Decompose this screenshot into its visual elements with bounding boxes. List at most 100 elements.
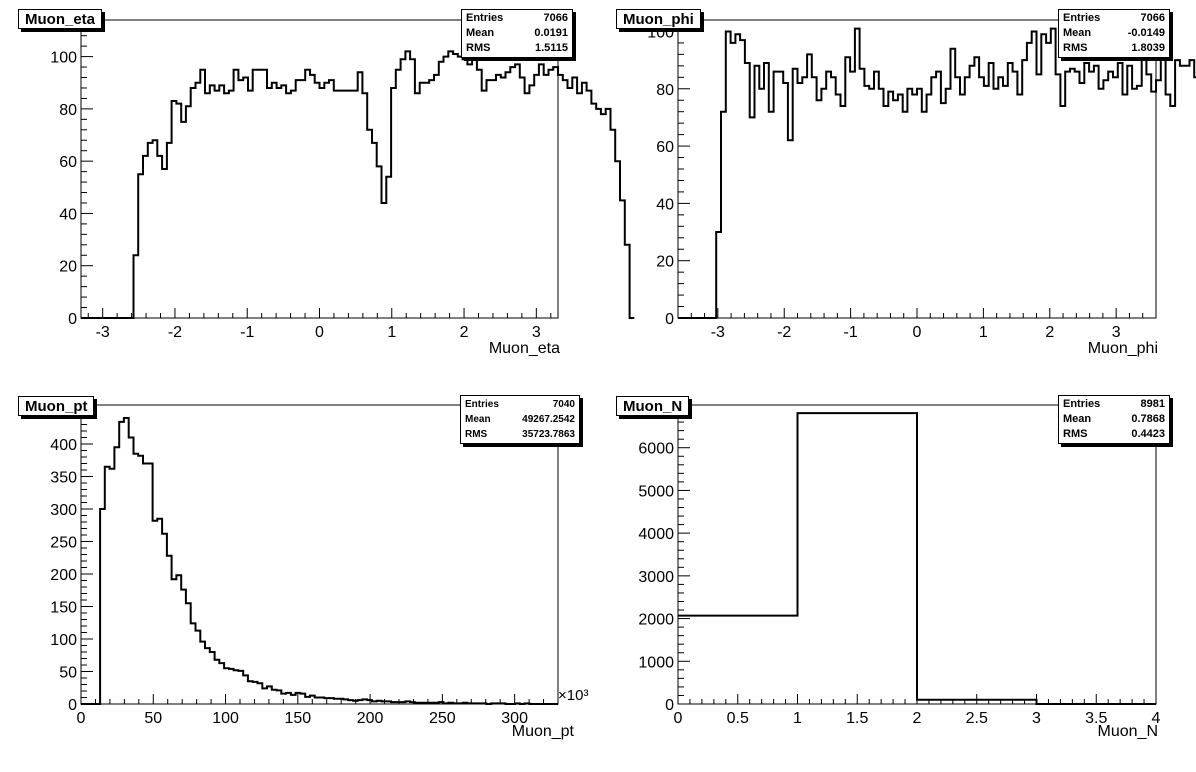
histogram-bin — [248, 91, 253, 318]
x-tick-label: -3 — [711, 324, 725, 341]
histogram-bin — [501, 78, 506, 318]
histogram-bin — [515, 64, 520, 318]
stats-entries-label: Entries — [465, 399, 499, 410]
histogram-bin — [143, 156, 148, 318]
histogram-bin — [735, 34, 740, 318]
histogram-bin — [205, 648, 210, 704]
x-tick-label: 0.5 — [727, 710, 749, 727]
histogram-bin — [582, 83, 587, 318]
histogram-bin — [922, 112, 927, 318]
stats-mean-value: 49267.2542 — [522, 414, 575, 425]
histogram-bin — [544, 75, 549, 318]
histogram-bin — [439, 62, 444, 318]
histogram-bin — [434, 75, 439, 318]
histogram-bin — [143, 464, 148, 705]
histogram-bin — [463, 59, 468, 318]
histogram-bin — [836, 95, 841, 319]
histogram-bin — [496, 75, 501, 318]
histogram-bin — [558, 75, 563, 318]
histogram-bin — [310, 75, 315, 318]
histogram-bin — [153, 140, 158, 318]
histogram-bin — [472, 51, 477, 318]
histogram-bin — [339, 91, 344, 318]
stats-entries-label: Entries — [1063, 398, 1101, 410]
histogram-bin — [1022, 60, 1027, 318]
x-tick-label: -3 — [96, 324, 110, 341]
histogram-bin — [477, 70, 482, 318]
histogram-bin — [1027, 43, 1032, 318]
histogram-bin — [1137, 86, 1142, 318]
histogram-bin — [970, 66, 975, 318]
y-tick-label: 150 — [50, 600, 77, 617]
histogram-bin — [448, 51, 453, 318]
histogram-bin — [979, 77, 984, 318]
histogram-bin — [467, 64, 472, 318]
y-tick-label: 50 — [59, 665, 77, 682]
histogram-bin — [172, 579, 177, 704]
histogram-bin — [903, 112, 908, 318]
histogram-bin — [510, 67, 515, 318]
x-tick-label: 3 — [1112, 324, 1121, 341]
histogram-bin — [678, 616, 798, 704]
histogram-bin — [119, 422, 124, 704]
histogram-bin — [415, 93, 420, 318]
stats-entries-label: Entries — [1063, 12, 1101, 24]
x-tick-label: 200 — [357, 710, 384, 727]
x-tick-label: 4 — [1152, 710, 1161, 727]
histogram-bin — [568, 88, 573, 318]
histogram-bin — [191, 623, 196, 704]
x-axis-title: Muon_eta — [488, 340, 560, 357]
y-tick-label: 0 — [68, 697, 77, 714]
histogram-bin — [927, 95, 932, 319]
y-tick-label: 200 — [50, 567, 77, 584]
histogram-bin — [272, 690, 277, 704]
histogram-bin — [162, 169, 167, 318]
histogram-bin — [200, 642, 205, 704]
y-tick-label: 300 — [50, 502, 77, 519]
histogram-bin — [1003, 86, 1008, 318]
histogram-bin — [315, 83, 320, 318]
pad-muon-eta: 0 20 40 60 80 100 -3 -2 -1 0 1 2 3 Muon_eta Entries 7… — [0, 0, 635, 386]
histogram-bin — [788, 140, 793, 318]
histogram-line — [678, 412, 1156, 705]
histogram-bin — [563, 80, 568, 318]
y-tick-label: 40 — [59, 206, 77, 223]
histogram-title: Muon_pt — [18, 396, 95, 416]
histogram-bin — [486, 80, 491, 318]
histogram-bin — [157, 519, 162, 704]
histogram-bin — [296, 80, 301, 318]
y-tick-label: 1000 — [638, 654, 674, 671]
histogram-bin — [353, 91, 358, 318]
x-tick-label: 100 — [212, 710, 239, 727]
histogram-bin — [506, 72, 511, 318]
histogram-bin — [898, 95, 903, 319]
x-tick-label: 3 — [532, 324, 541, 341]
x-axis-title: Muon_N — [1097, 723, 1158, 740]
histogram-bin — [807, 54, 812, 318]
x-tick-label: 2 — [913, 710, 922, 727]
histogram-bin — [195, 83, 200, 318]
histogram-bin — [200, 70, 205, 318]
histogram-bin — [907, 89, 912, 318]
histogram-bin — [841, 106, 846, 318]
x-tick-label: 2 — [460, 324, 469, 341]
histogram-bin — [272, 83, 277, 318]
x-tick-label: 3.5 — [1085, 710, 1107, 727]
histogram-bin — [1113, 77, 1118, 318]
histogram-bin — [529, 85, 534, 318]
histogram-bin — [482, 91, 487, 318]
stats-box: Entries 7066 Mean -0.0149 RMS 1.8039 — [1058, 9, 1170, 58]
histogram-bin — [1118, 63, 1123, 318]
stats-rms-label: RMS — [466, 42, 491, 54]
stats-rms-label: RMS — [1063, 428, 1088, 440]
histogram-bin — [591, 104, 596, 318]
x-tick-label: 0 — [674, 710, 683, 727]
histogram-bin — [348, 91, 353, 318]
histogram-bin — [520, 78, 525, 318]
histogram-bin — [424, 83, 429, 318]
y-tick-label: 250 — [50, 535, 77, 552]
y-tick-label: 0 — [665, 697, 674, 714]
histogram-bin — [1041, 34, 1046, 318]
x-tick-label: 2.5 — [966, 710, 988, 727]
histogram-bin — [133, 454, 138, 704]
